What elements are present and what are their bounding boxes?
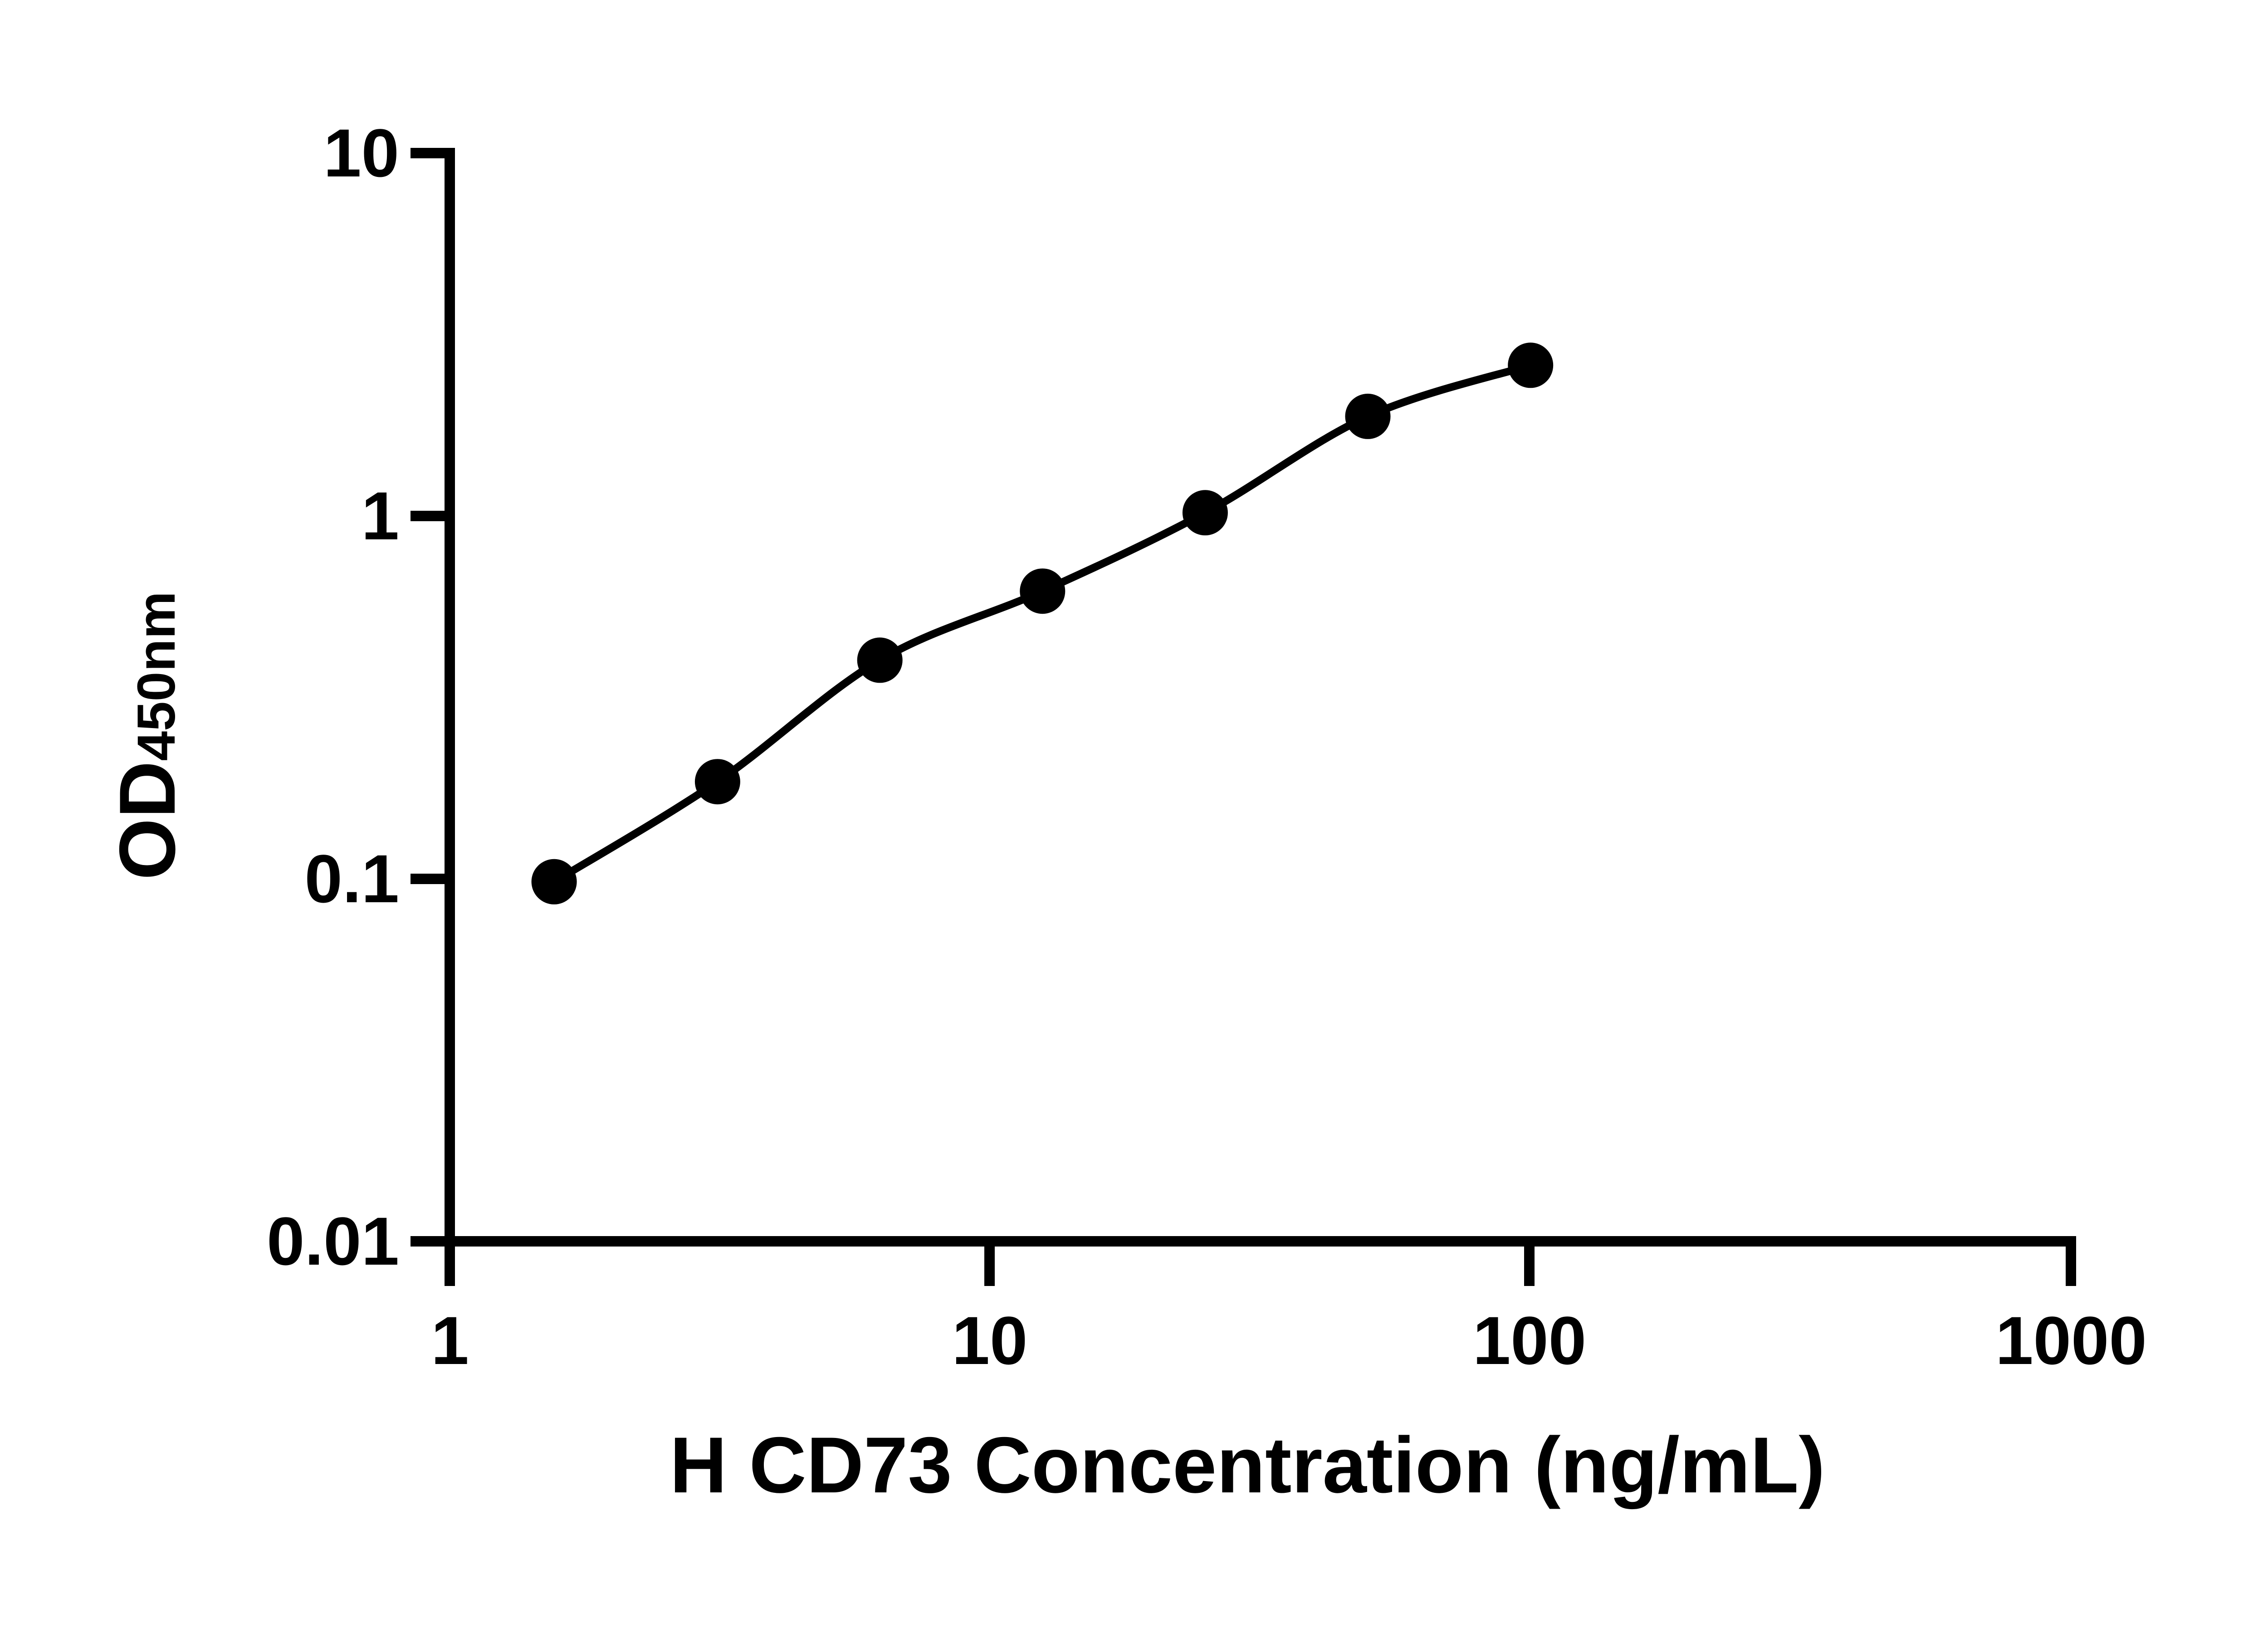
x-tick-label-1000: 1000: [1995, 1302, 2147, 1379]
y-axis-line: [445, 148, 455, 1247]
data-point: [1345, 393, 1391, 439]
data-point: [1020, 568, 1066, 614]
data-point: [857, 637, 903, 683]
y-tick-label-10: 10: [323, 115, 399, 191]
data-point: [531, 859, 577, 905]
x-tick-label-100: 100: [1472, 1302, 1587, 1379]
x-tick-1000: [2066, 1247, 2076, 1286]
data-point-markers: [531, 342, 1554, 905]
y-tick-label-0-1: 0.1: [304, 841, 399, 917]
x-tick-10: [984, 1247, 995, 1286]
x-tick-100: [1524, 1247, 1535, 1286]
standard-curve-line: [550, 361, 1535, 886]
x-tick-1: [445, 1236, 455, 1286]
y-tick-1: [411, 511, 446, 521]
y-tick-0.01: [411, 1236, 446, 1247]
data-point: [1508, 342, 1554, 388]
data-point: [694, 759, 740, 805]
x-tick-label-1: 1: [431, 1302, 469, 1379]
y-tick-0.1: [411, 874, 446, 884]
y-tick-label-0-01: 0.01: [267, 1203, 399, 1279]
x-axis-title: H CD73 Concentration (ng/mL): [670, 1421, 1825, 1510]
data-point: [1182, 490, 1228, 536]
x-axis-line: [445, 1236, 2076, 1247]
y-tick-label-1: 1: [361, 478, 399, 554]
x-tick-label-10: 10: [952, 1302, 1028, 1379]
y-tick-10: [411, 148, 446, 158]
